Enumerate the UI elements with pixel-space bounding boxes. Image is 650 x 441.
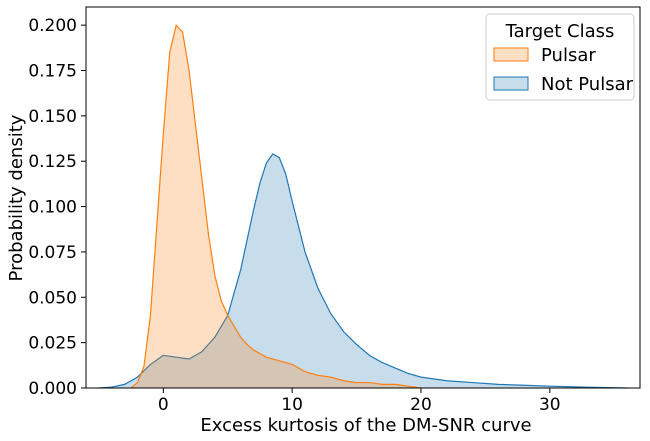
x-axis-ticks: 0 10 20 30 [158,388,561,415]
series-line-pulsar [130,23,422,389]
x-tick-label: 10 [281,395,303,415]
series-line-not-pulsar [98,153,628,389]
plot-frame [85,6,641,389]
x-axis-label: Excess kurtosis of the DM-SNR curve [200,415,531,436]
y-tick-label: 0.100 [28,198,77,218]
y-tick-label: 0.075 [28,243,77,263]
legend-label-pulsar: Pulsar [541,45,596,66]
y-tick-label: 0.025 [28,334,77,354]
series-layer [98,23,628,389]
y-axis-label: Probability density [6,114,27,281]
x-tick-label: 30 [539,395,561,415]
legend-label-not-pulsar: Not Pulsar [541,74,634,95]
y-axis-ticks: 0.000 0.025 0.050 0.075 0.100 0.125 0.150 0.175… [28,16,86,399]
y-tick-label: 0.125 [28,152,77,172]
legend-swatch-not-pulsar [493,76,529,91]
series-area-pulsar [131,25,421,388]
y-tick-label: 0.000 [28,379,77,399]
y-tick-label: 0.200 [28,16,77,36]
y-tick-label: 0.050 [28,288,77,308]
y-tick-label: 0.175 [28,62,77,82]
legend-swatch-pulsar [493,47,529,62]
x-tick-label: 20 [410,395,432,415]
x-tick-label: 0 [158,395,169,415]
legend-box [485,13,635,101]
legend: Target Class Pulsar Not Pulsar [485,13,635,101]
series-area-not-pulsar [98,153,628,388]
y-tick-label: 0.150 [28,107,77,127]
legend-title: Target Class [505,21,615,42]
